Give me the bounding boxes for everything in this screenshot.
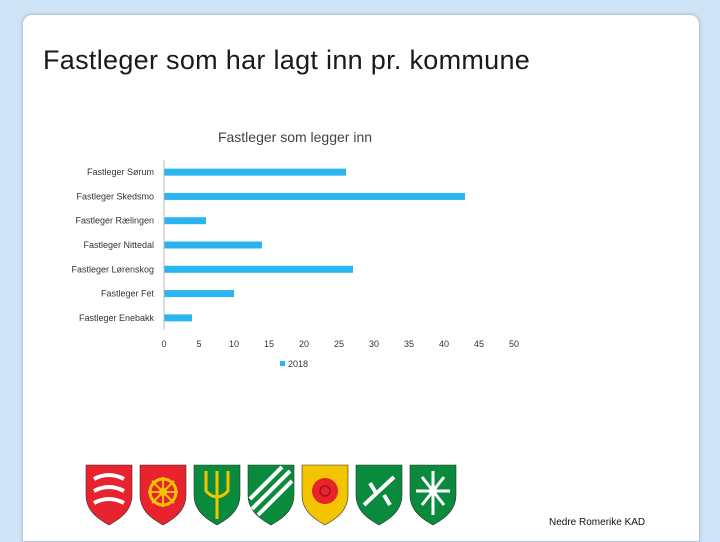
x-tick-label-0: 0 — [161, 339, 166, 349]
x-tick-label-10: 50 — [509, 339, 519, 349]
bar-2 — [164, 217, 206, 225]
slide: Fastleger som har lagt inn pr. kommune F… — [22, 14, 700, 542]
sorum-crest — [85, 464, 133, 526]
bar-4 — [164, 265, 353, 273]
bar-5 — [164, 290, 234, 298]
category-label-0: Fastleger Sørum — [87, 167, 154, 177]
skedsmo-crest — [139, 464, 187, 526]
category-label-4: Fastleger Lørenskog — [71, 264, 154, 274]
x-tick-label-7: 35 — [404, 339, 414, 349]
chart-title: Fastleger som legger inn — [218, 129, 372, 145]
lorenskog-crest — [301, 464, 349, 526]
bar-1 — [164, 192, 465, 200]
raelingen-crest — [193, 464, 241, 526]
category-label-6: Fastleger Enebakk — [79, 313, 155, 323]
x-tick-label-9: 45 — [474, 339, 484, 349]
bar-chart: Fastleger som legger inn Fastleger Sørum… — [71, 129, 519, 369]
x-tick-label-4: 20 — [299, 339, 309, 349]
category-label-2: Fastleger Rælingen — [75, 216, 154, 226]
category-label-5: Fastleger Fet — [101, 289, 155, 299]
nittedal-crest — [247, 464, 295, 526]
slide-title: Fastleger som har lagt inn pr. kommune — [43, 45, 531, 75]
x-tick-labels: 0 5 10 15 20 25 30 35 40 45 50 — [161, 339, 519, 349]
bars — [164, 168, 465, 322]
x-tick-label-3: 15 — [264, 339, 274, 349]
enebakk-crest — [409, 464, 457, 526]
category-labels: Fastleger Sørum Fastleger Skedsmo Fastlege… — [71, 167, 154, 323]
bar-3 — [164, 241, 262, 249]
legend-swatch — [280, 361, 285, 366]
x-tick-label-1: 5 — [196, 339, 201, 349]
municipality-crests — [85, 464, 457, 526]
x-tick-label-2: 10 — [229, 339, 239, 349]
bar-0 — [164, 168, 346, 176]
x-tick-label-6: 30 — [369, 339, 379, 349]
category-label-1: Fastleger Skedsmo — [76, 191, 154, 201]
legend: 2018 — [280, 359, 308, 369]
fet-crest — [355, 464, 403, 526]
footer-text: Nedre Romerike KAD — [549, 517, 646, 528]
legend-label: 2018 — [288, 359, 308, 369]
bar-6 — [164, 314, 192, 322]
x-tick-label-5: 25 — [334, 339, 344, 349]
x-tick-label-8: 40 — [439, 339, 449, 349]
category-label-3: Fastleger Nittedal — [83, 240, 154, 250]
